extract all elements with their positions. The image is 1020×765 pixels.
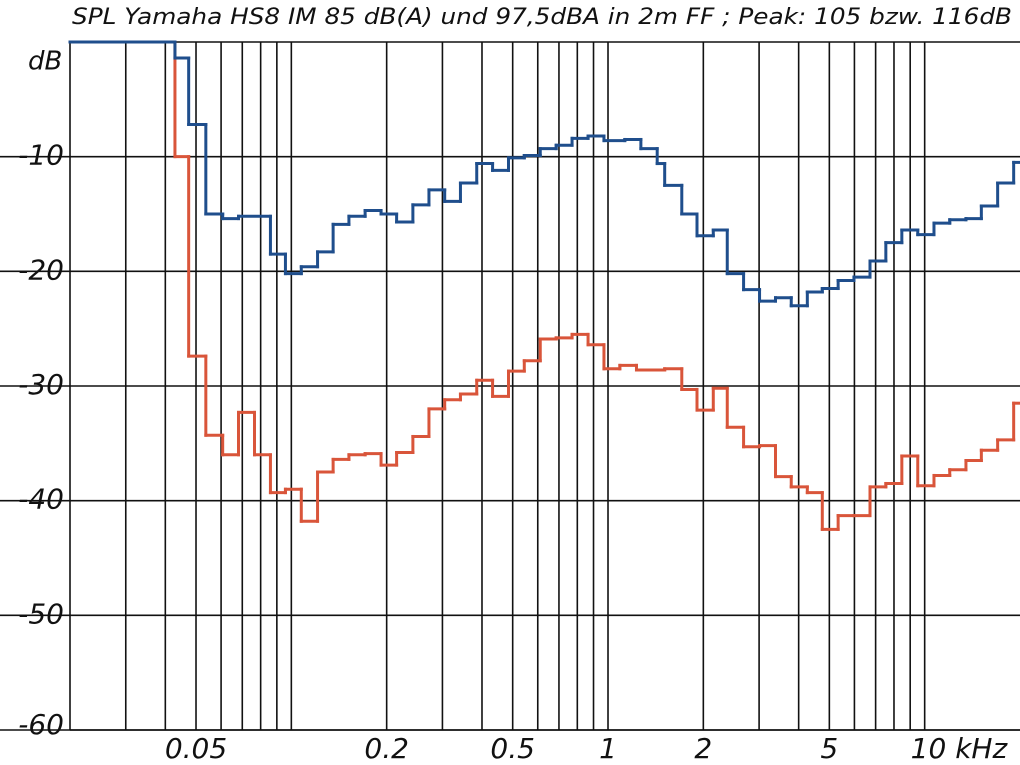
y-tick-label: -60 (18, 708, 64, 741)
x-tick-label: 0.05 (165, 732, 227, 765)
x-tick-label: 2 (694, 732, 712, 765)
x-tick-label: 0.2 (364, 732, 409, 765)
x-tick-label: 10 kHz (911, 732, 1009, 765)
x-tick-label: 1 (599, 732, 617, 765)
y-tick-label: -10 (18, 139, 64, 172)
chart-title: SPL Yamaha HS8 IM 85 dB(A) und 97,5dBA i… (72, 5, 1012, 30)
y-tick-label: -30 (18, 368, 64, 401)
y-axis-label: dB (28, 47, 62, 77)
y-tick-label: -40 (18, 483, 64, 516)
x-tick-label: 5 (820, 732, 838, 765)
x-tick-label: 0.5 (490, 732, 535, 765)
y-tick-label: -50 (18, 597, 64, 630)
y-tick-label: -20 (18, 253, 64, 286)
